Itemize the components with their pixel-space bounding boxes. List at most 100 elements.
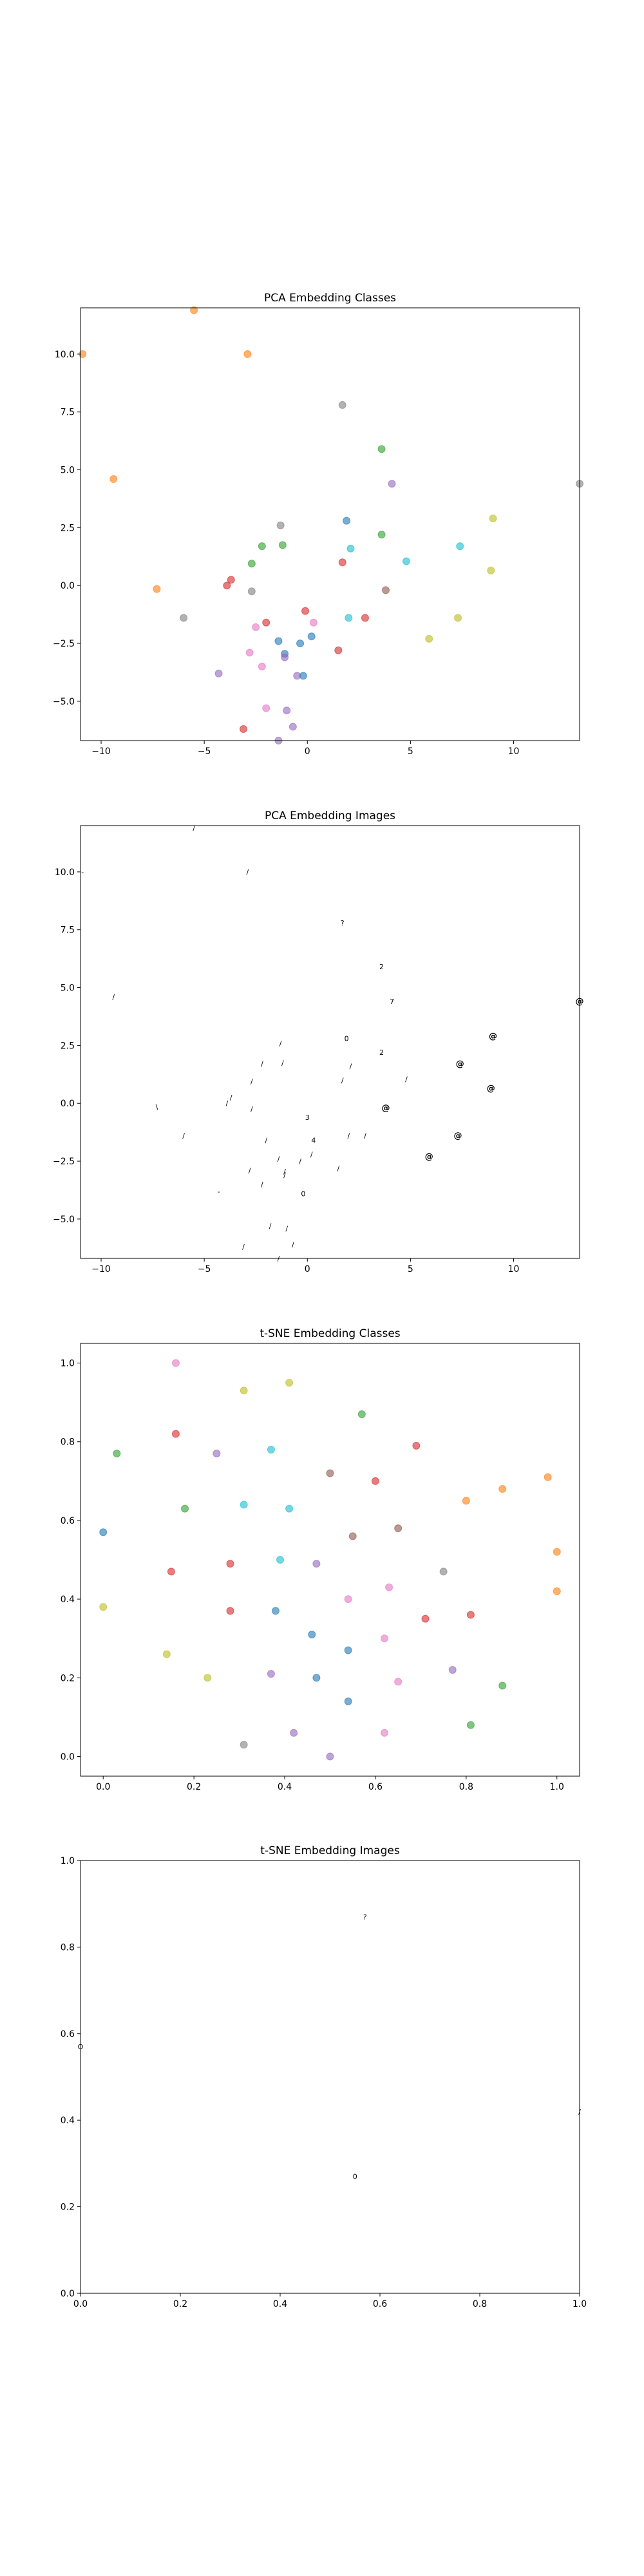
plot-frame [80, 1860, 580, 2294]
data-point-33 [252, 623, 260, 631]
data-point-6 [412, 1441, 421, 1450]
data-point-18 [402, 557, 410, 565]
data-point-46 [262, 704, 270, 712]
image-thumbnail-24: @ [381, 1103, 390, 1113]
image-thumbnail-43: 0 [301, 1189, 305, 1198]
y-tick-label: 0.4 [61, 1595, 75, 1605]
image-thumbnail-2: / [247, 868, 249, 876]
data-point-46 [466, 1721, 475, 1729]
image-thumbnail-7: 2 [379, 963, 384, 971]
image-thumbnail-1: / [193, 824, 195, 833]
chart-title: t-SNE Embedding Images [260, 1844, 400, 1857]
data-point-30 [454, 614, 462, 622]
x-tick-label: −5 [198, 746, 211, 757]
chart-panel-3: t-SNE Embedding Classes 0.0 0.2 0.4 0.6 0.8 1.… [61, 1327, 580, 1792]
y-tick-label: 5.0 [61, 983, 75, 994]
x-tick-label: 0.0 [96, 1782, 110, 1792]
x-tick-label: 0.8 [459, 1782, 473, 1792]
data-point-4 [109, 475, 118, 483]
data-point-11 [544, 1473, 552, 1481]
image-thumbnail-45: / [285, 1224, 288, 1233]
data-point-24 [312, 1560, 321, 1568]
x-tick-label: 0.6 [373, 2299, 387, 2309]
chart-title: t-SNE Embedding Classes [260, 1327, 400, 1340]
y-tick-label: 0.4 [61, 2116, 75, 2126]
image-thumbnail-33: / [310, 1150, 313, 1159]
data-point-17 [285, 1504, 294, 1513]
data-point-45 [299, 672, 307, 680]
image-thumbnail-30: @ [454, 1132, 462, 1141]
x-tick-label: −10 [91, 1264, 111, 1274]
data-point-37 [274, 637, 283, 645]
data-point-48 [289, 723, 297, 731]
image-thumbnail-26: 3 [305, 1113, 310, 1122]
y-tick-label: 2.5 [61, 1041, 75, 1051]
data-marks [99, 1359, 561, 1761]
y-tick-label: 10.0 [55, 350, 75, 360]
data-point-40 [267, 1670, 275, 1678]
image-thumbnail-29: / [364, 1132, 366, 1141]
data-point-42 [258, 663, 266, 671]
chart-panel-2: PCA Embedding Images / / - / \? 2 7 @ @0 / 2 / / @ / / / /… [53, 810, 584, 1274]
data-point-10 [489, 515, 497, 523]
x-tick-label: 0.4 [273, 2299, 287, 2309]
y-tick-label: 7.5 [61, 408, 75, 418]
data-point-31 [262, 618, 270, 627]
image-thumbnail-6: ? [341, 919, 345, 927]
y-tick-label: 0.6 [61, 1516, 75, 1526]
data-point-33 [421, 1615, 430, 1623]
y-tick-label: −5.0 [53, 1215, 75, 1225]
image-thumbnail-5: \ [156, 1103, 158, 1112]
data-point-25 [247, 587, 256, 596]
data-point-42 [312, 1674, 321, 1682]
data-marks: //-/\?27 @@0/2// @////@//@/3// / @/4//@/////… [81, 824, 583, 1263]
data-point-19 [338, 558, 346, 567]
data-point-12 [276, 521, 285, 529]
image-thumbnail-23: / [226, 1099, 229, 1108]
data-point-2 [285, 1379, 294, 1387]
data-point-27 [180, 614, 188, 622]
data-point-12 [371, 1477, 379, 1485]
chart-panel-1: PCA Embedding Classes −10 −5 0 5 10 −5.0 −2.5 0.… [53, 292, 583, 757]
image-thumbnail-18: / [405, 1075, 408, 1083]
x-tick-label: 5 [408, 746, 413, 757]
data-point-40 [245, 649, 254, 657]
image-thumbnail-4: 0 [353, 2173, 357, 2181]
data-point-35 [296, 639, 305, 648]
data-point-16 [456, 542, 464, 551]
data-point-5 [153, 585, 161, 593]
image-thumbnail-21: @ [487, 1084, 495, 1094]
data-point-22 [276, 1556, 284, 1564]
data-point-38 [162, 1650, 171, 1658]
data-point-45 [344, 1697, 352, 1705]
data-marks [79, 306, 583, 744]
data-point-48 [381, 1728, 389, 1737]
x-tick-label: 0.4 [278, 1782, 292, 1792]
data-point-1 [171, 1359, 180, 1367]
data-point-3 [240, 1387, 248, 1395]
image-thumbnail-42: - [218, 1188, 220, 1196]
y-tick-label: 0.8 [61, 1942, 75, 1953]
data-point-43 [214, 669, 223, 677]
x-tick-label: 0.0 [73, 2299, 88, 2309]
data-point-35 [308, 1631, 316, 1639]
image-thumbnail-13: 2 [379, 1048, 384, 1057]
data-point-5 [171, 1430, 180, 1438]
data-point-41 [281, 653, 289, 661]
data-point-28 [553, 1587, 561, 1595]
y-tick-label: 5.0 [61, 466, 75, 476]
y-tick-label: −2.5 [53, 639, 75, 649]
data-point-26 [439, 1567, 448, 1576]
data-point-14 [462, 1497, 470, 1505]
y-tick-label: −5.0 [53, 697, 75, 707]
x-tick-label: −5 [198, 1264, 211, 1274]
x-tick-label: 0 [305, 1264, 310, 1274]
x-tick-label: 0.8 [473, 2299, 487, 2309]
y-tick-label: 0.0 [61, 581, 75, 591]
image-thumbnail-4: / [112, 993, 115, 1001]
data-point-13 [377, 531, 386, 539]
image-thumbnail-27: / [182, 1132, 185, 1141]
data-point-7 [377, 445, 386, 453]
image-thumbnail-16: @ [456, 1059, 464, 1069]
